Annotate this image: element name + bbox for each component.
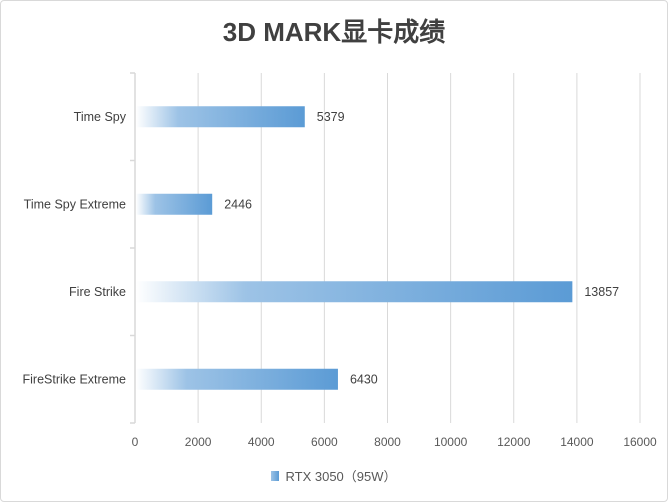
bar: [136, 106, 305, 128]
category-label: FireStrike Extreme: [23, 372, 127, 386]
category-label: Time Spy Extreme: [24, 197, 126, 211]
bar: [136, 193, 213, 215]
x-tick-label: 14000: [560, 435, 594, 449]
legend-label: RTX 3050（95W）: [285, 469, 397, 484]
legend: RTX 3050（95W）: [0, 466, 668, 485]
legend-swatch: [271, 470, 280, 481]
x-tick-label: 4000: [248, 435, 275, 449]
data-label: 5379: [317, 110, 345, 124]
bar: [136, 368, 338, 390]
x-tick-label: 2000: [185, 435, 212, 449]
x-tick-label: 0: [132, 435, 139, 449]
bar: [136, 281, 573, 303]
category-label: Fire Strike: [69, 285, 126, 299]
category-label: Time Spy: [74, 110, 127, 124]
x-tick-label: 8000: [374, 435, 401, 449]
data-label: 13857: [584, 285, 619, 299]
x-tick-label: 16000: [623, 435, 657, 449]
data-label: 2446: [224, 197, 252, 211]
x-tick-label: 10000: [434, 435, 468, 449]
x-tick-label: 12000: [497, 435, 531, 449]
data-label: 6430: [350, 372, 378, 386]
x-tick-label: 6000: [311, 435, 338, 449]
chart-title: 3D MARK显卡成绩: [222, 17, 446, 47]
